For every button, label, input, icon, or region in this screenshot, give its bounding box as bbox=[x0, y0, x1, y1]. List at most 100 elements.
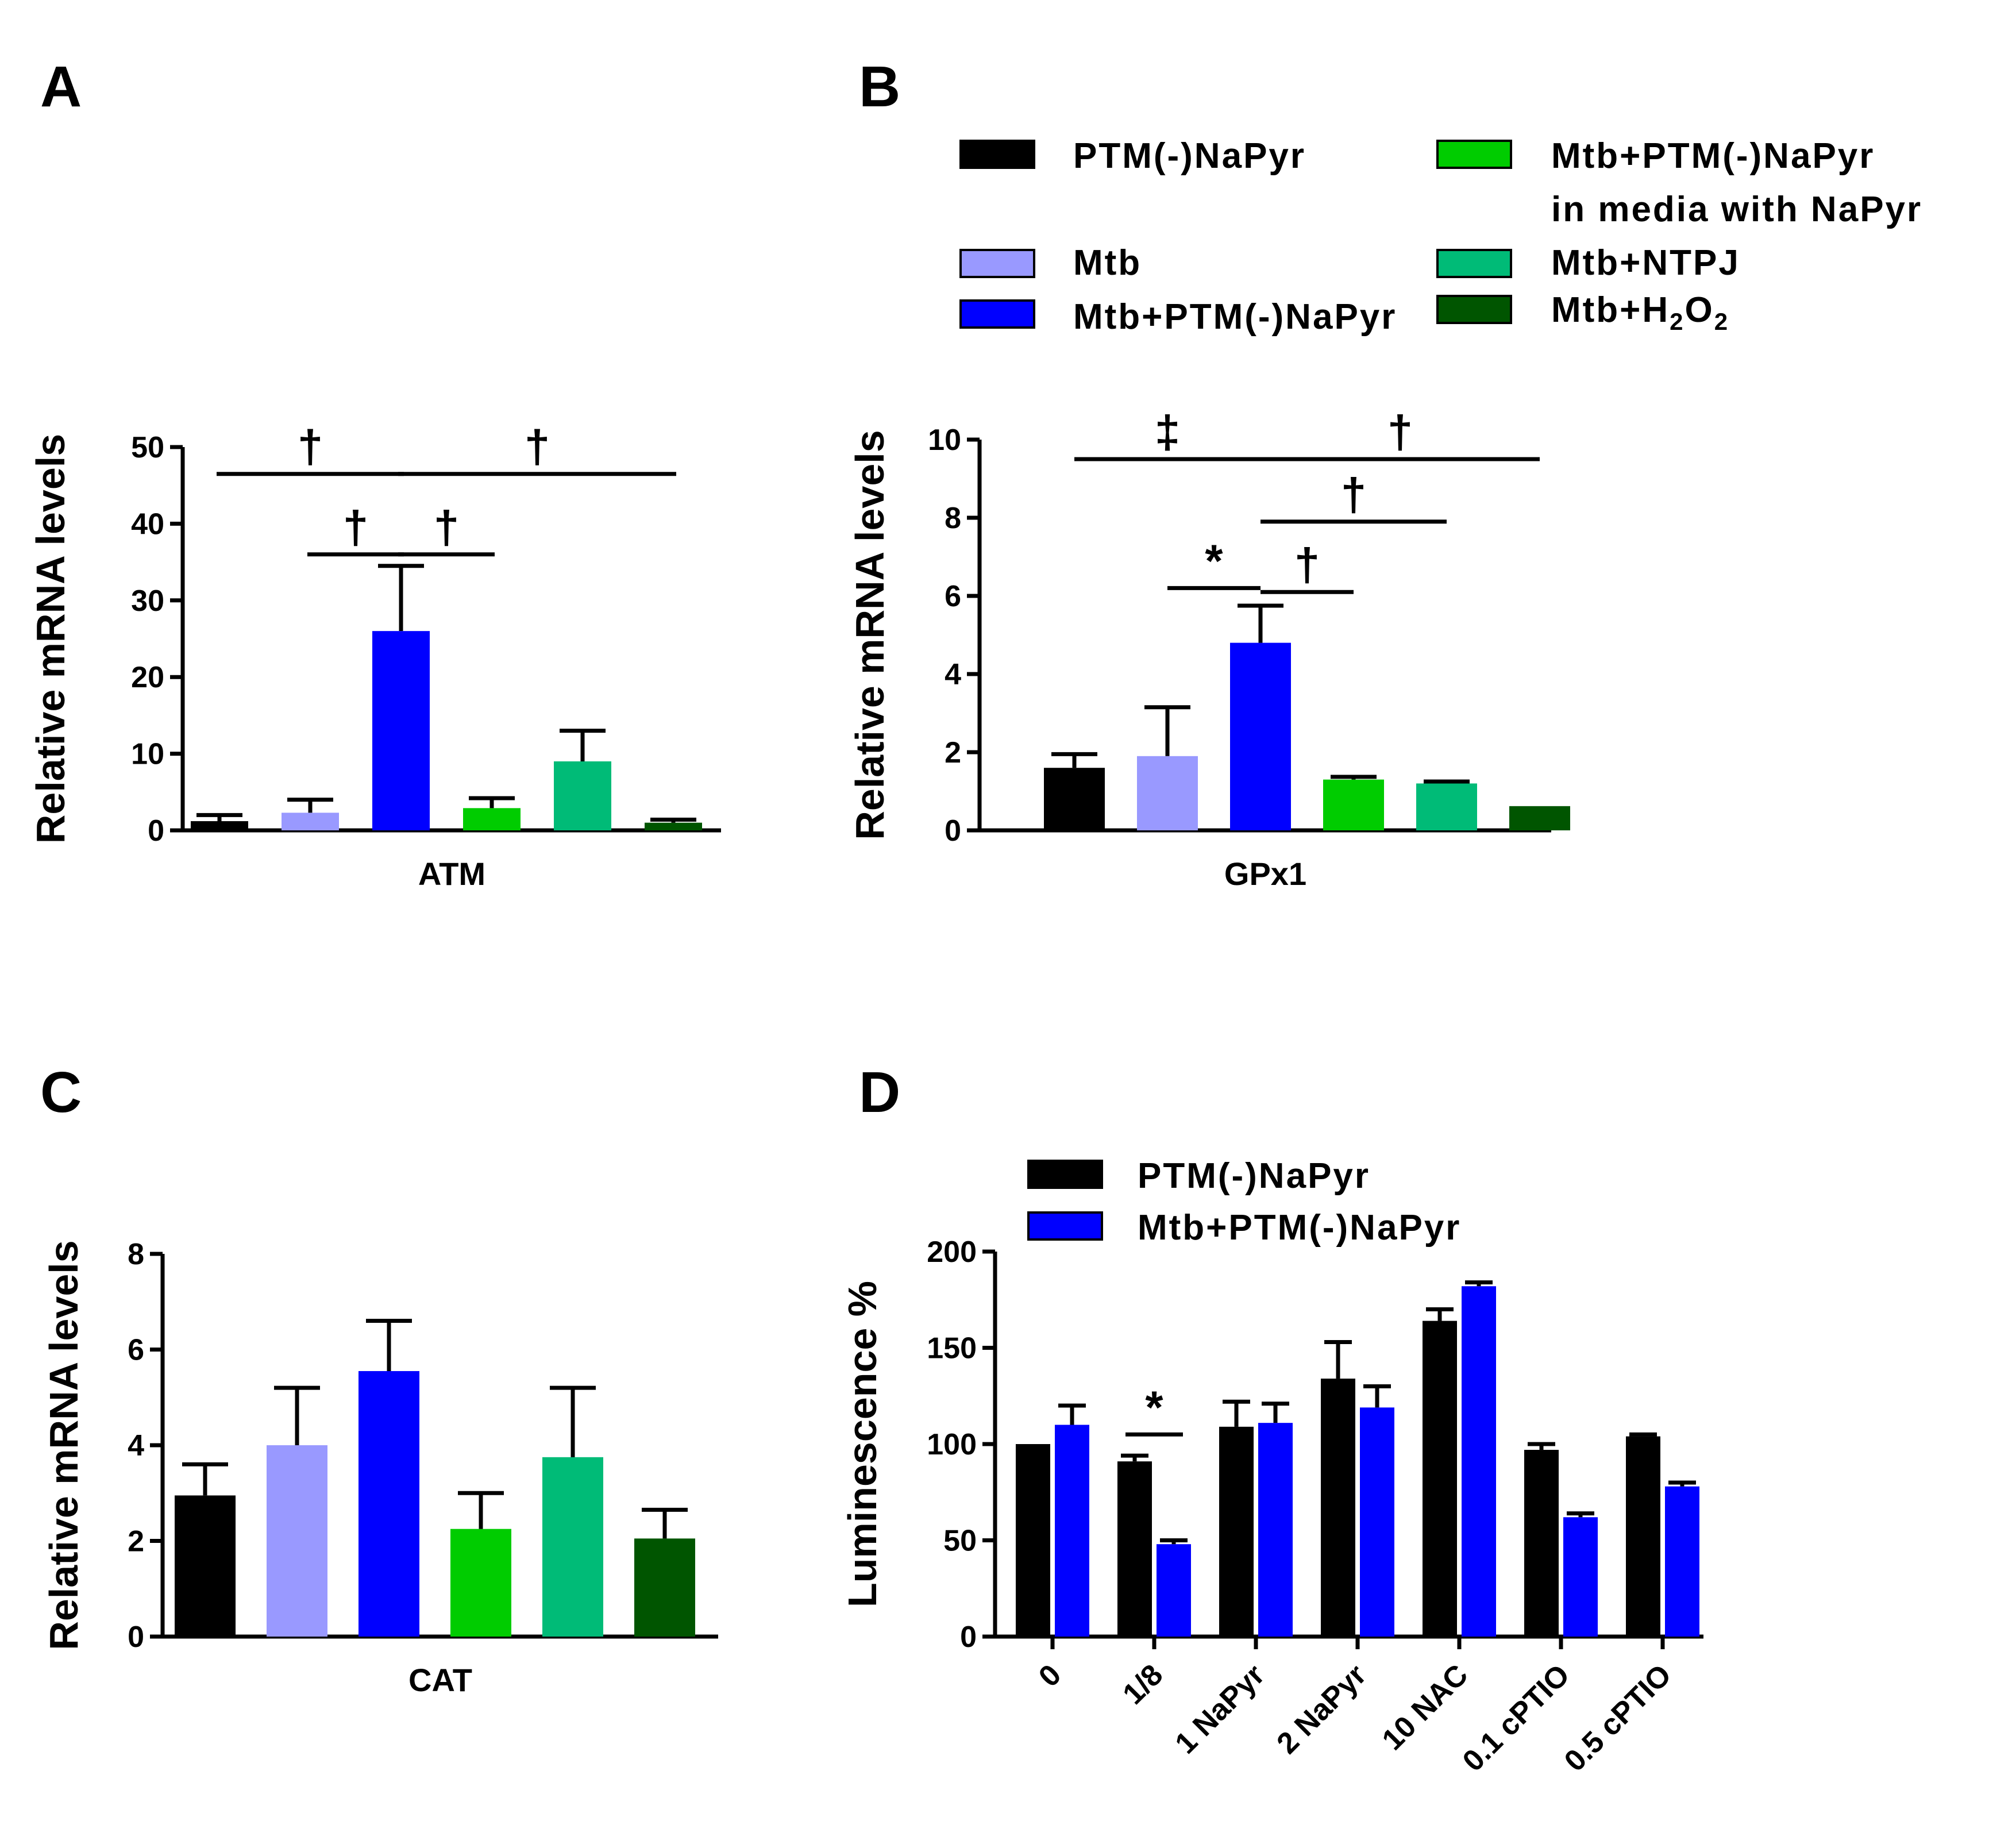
bar-ptm-napyr-0-1-cptio bbox=[1524, 1450, 1559, 1637]
legend-d-swatch-mtb-ptm bbox=[1027, 1211, 1103, 1241]
bar-ptm-napyr-0 bbox=[1016, 1444, 1050, 1637]
legend-d-swatch-ptm bbox=[1027, 1160, 1103, 1189]
y-tick-label: 150 bbox=[927, 1332, 977, 1365]
legend-label-mtb-ptm-napyr-line1: Mtb+PTM(-)NaPyr bbox=[1551, 136, 1875, 176]
significance-marker: † bbox=[1294, 539, 1320, 590]
significance-marker: ‡ bbox=[1155, 406, 1181, 457]
x-axis-label: ATM bbox=[418, 856, 485, 892]
legend-label-mtb-ptm-napyr-line2: in media with NaPyr bbox=[1551, 190, 1922, 229]
legend-d-label-ptm: PTM(-)NaPyr bbox=[1138, 1156, 1370, 1196]
significance-marker: * bbox=[1145, 1381, 1163, 1433]
bar-mtb-ptm-napyr-1-8 bbox=[1157, 1544, 1191, 1637]
bar-mtb-ntpj bbox=[1416, 783, 1477, 830]
bar-ptm-napyr-2-napyr bbox=[1321, 1379, 1355, 1637]
y-tick-label: 200 bbox=[927, 1235, 977, 1269]
chart-luminescence: 0 50 100 150 200 Luminescence % 0 1/8 1 NaPyr 2 N… bbox=[840, 1235, 1703, 1778]
bar-mtb-h2o2 bbox=[645, 822, 702, 830]
chart-cat: 0 2 4 6 8 Relative mRNA levels CAT bbox=[41, 1238, 718, 1698]
bar-ptm-napyr bbox=[191, 821, 248, 830]
legend-panel-d: PTM(-)NaPyr Mtb+PTM(-)NaPyr bbox=[1027, 1156, 1461, 1248]
bar-ptm-napyr-1-napyr bbox=[1219, 1426, 1254, 1637]
x-tick-label: 1/8 bbox=[1116, 1658, 1169, 1711]
bar-ptm-napyr bbox=[175, 1495, 236, 1637]
bar-ptm-napyr-10-nac bbox=[1423, 1321, 1457, 1637]
y-tick-label: 0 bbox=[128, 1620, 144, 1654]
legend-swatch-ptm bbox=[959, 140, 1035, 169]
y-tick-label: 0 bbox=[960, 1620, 977, 1654]
y-tick-label: 10 bbox=[928, 424, 961, 457]
y-tick-label: 8 bbox=[128, 1238, 144, 1271]
bar-mtb-h2o2 bbox=[1509, 806, 1570, 830]
y-tick-label: 30 bbox=[131, 584, 164, 618]
y-axis-label: Relative mRNA levels bbox=[28, 434, 73, 844]
bar-mtb bbox=[282, 813, 339, 830]
legend-label-mtb-h2o2: Mtb+H2O2 bbox=[1551, 290, 1729, 335]
significance-marker: † bbox=[525, 421, 550, 472]
bar-mtb-ptm-napyr bbox=[372, 631, 430, 830]
x-tick-label: 0.5 cPTIO bbox=[1558, 1658, 1678, 1778]
significance-marker: † bbox=[1341, 469, 1367, 520]
chart-gpx1: 0 2 4 6 8 10 Relative mRNA levels GPx1 ‡ † † † * bbox=[847, 406, 1570, 892]
legend-swatch-mtb-ptm-napyr bbox=[1436, 140, 1512, 169]
y-tick-label: 50 bbox=[131, 431, 164, 464]
x-axis-label: CAT bbox=[408, 1662, 472, 1698]
significance-marker: † bbox=[343, 502, 369, 553]
x-tick-label: 10 NAC bbox=[1376, 1658, 1475, 1757]
legend-swatch-mtb-ntpj bbox=[1436, 249, 1512, 278]
bar-mtb-ptm-napyr-10-nac bbox=[1462, 1286, 1496, 1637]
bar-mtb bbox=[1137, 756, 1198, 830]
significance-marker: † bbox=[434, 502, 460, 553]
legend-d-label-mtb-ptm: Mtb+PTM(-)NaPyr bbox=[1138, 1208, 1461, 1248]
significance-marker: † bbox=[1387, 406, 1413, 457]
y-tick-label: 10 bbox=[131, 738, 164, 771]
y-tick-label: 2 bbox=[128, 1525, 144, 1558]
panel-label-b: B bbox=[859, 55, 900, 119]
panel-label-a: A bbox=[40, 55, 82, 119]
bar-mtb bbox=[267, 1445, 327, 1637]
bar-mtb-ntpj bbox=[554, 761, 611, 830]
y-axis-label: Luminescence % bbox=[840, 1281, 885, 1607]
y-tick-label: 2 bbox=[945, 736, 961, 769]
y-tick-label: 4 bbox=[128, 1429, 144, 1462]
legend-treatments: PTM(-)NaPyr Mtb Mtb+PTM(-)NaPyr Mtb+PTM(… bbox=[959, 136, 1922, 337]
legend-swatch-mtb bbox=[959, 249, 1035, 278]
bar-mtb-ptm-napyr-0-1-cptio bbox=[1563, 1517, 1598, 1637]
legend-swatch-mtb-h2o2 bbox=[1436, 295, 1512, 324]
significance-marker: † bbox=[298, 421, 323, 472]
x-tick-label: 2 NaPyr bbox=[1271, 1658, 1373, 1760]
bar-mtb-ptm-napyr-1-napyr bbox=[1258, 1423, 1293, 1637]
y-tick-label: 6 bbox=[128, 1334, 144, 1367]
y-tick-label: 6 bbox=[945, 580, 961, 613]
y-tick-label: 4 bbox=[945, 658, 961, 691]
y-tick-label: 50 bbox=[943, 1525, 977, 1558]
bar-mtb-ptm-napyr bbox=[1230, 642, 1291, 830]
legend-label-mtb-ntpj: Mtb+NTPJ bbox=[1551, 243, 1740, 283]
y-tick-label: 40 bbox=[131, 507, 164, 541]
y-axis-label: Relative mRNA levels bbox=[41, 1240, 86, 1650]
legend-label-ptm: PTM(-)NaPyr bbox=[1073, 136, 1306, 176]
legend-swatch-mtb-ptm bbox=[959, 299, 1035, 329]
bar-mtb-ptm-napyr-in-media-with-napyr bbox=[450, 1529, 511, 1637]
bar-mtb-ptm-napyr-0 bbox=[1055, 1425, 1089, 1637]
bar-ptm-napyr-1-8 bbox=[1117, 1461, 1152, 1637]
y-tick-label: 0 bbox=[148, 814, 164, 848]
x-tick-label: 0 bbox=[1032, 1658, 1067, 1693]
bar-mtb-h2o2 bbox=[634, 1538, 695, 1637]
legend-label-mtb: Mtb bbox=[1073, 243, 1142, 283]
y-tick-label: 100 bbox=[927, 1428, 977, 1461]
bar-mtb-ptm-napyr-in-media-with-napyr bbox=[463, 808, 521, 830]
legend-label-mtb-ptm: Mtb+PTM(-)NaPyr bbox=[1073, 297, 1397, 337]
panel-label-c: C bbox=[40, 1060, 82, 1125]
y-tick-label: 20 bbox=[131, 661, 164, 694]
y-tick-label: 0 bbox=[945, 814, 961, 848]
significance-marker: * bbox=[1205, 535, 1223, 586]
bar-mtb-ptm-napyr bbox=[359, 1371, 419, 1637]
bar-ptm-napyr bbox=[1044, 768, 1105, 830]
x-axis-label: GPx1 bbox=[1224, 856, 1306, 892]
bar-mtb-ptm-napyr-in-media-with-napyr bbox=[1323, 779, 1384, 830]
bar-ptm-napyr-0-5-cptio bbox=[1626, 1436, 1660, 1637]
chart-atm: 0 10 20 30 40 50 Relative mRNA levels ATM † † † † bbox=[28, 421, 721, 892]
bar-mtb-ntpj bbox=[542, 1457, 603, 1637]
bar-mtb-ptm-napyr-2-napyr bbox=[1360, 1407, 1394, 1637]
